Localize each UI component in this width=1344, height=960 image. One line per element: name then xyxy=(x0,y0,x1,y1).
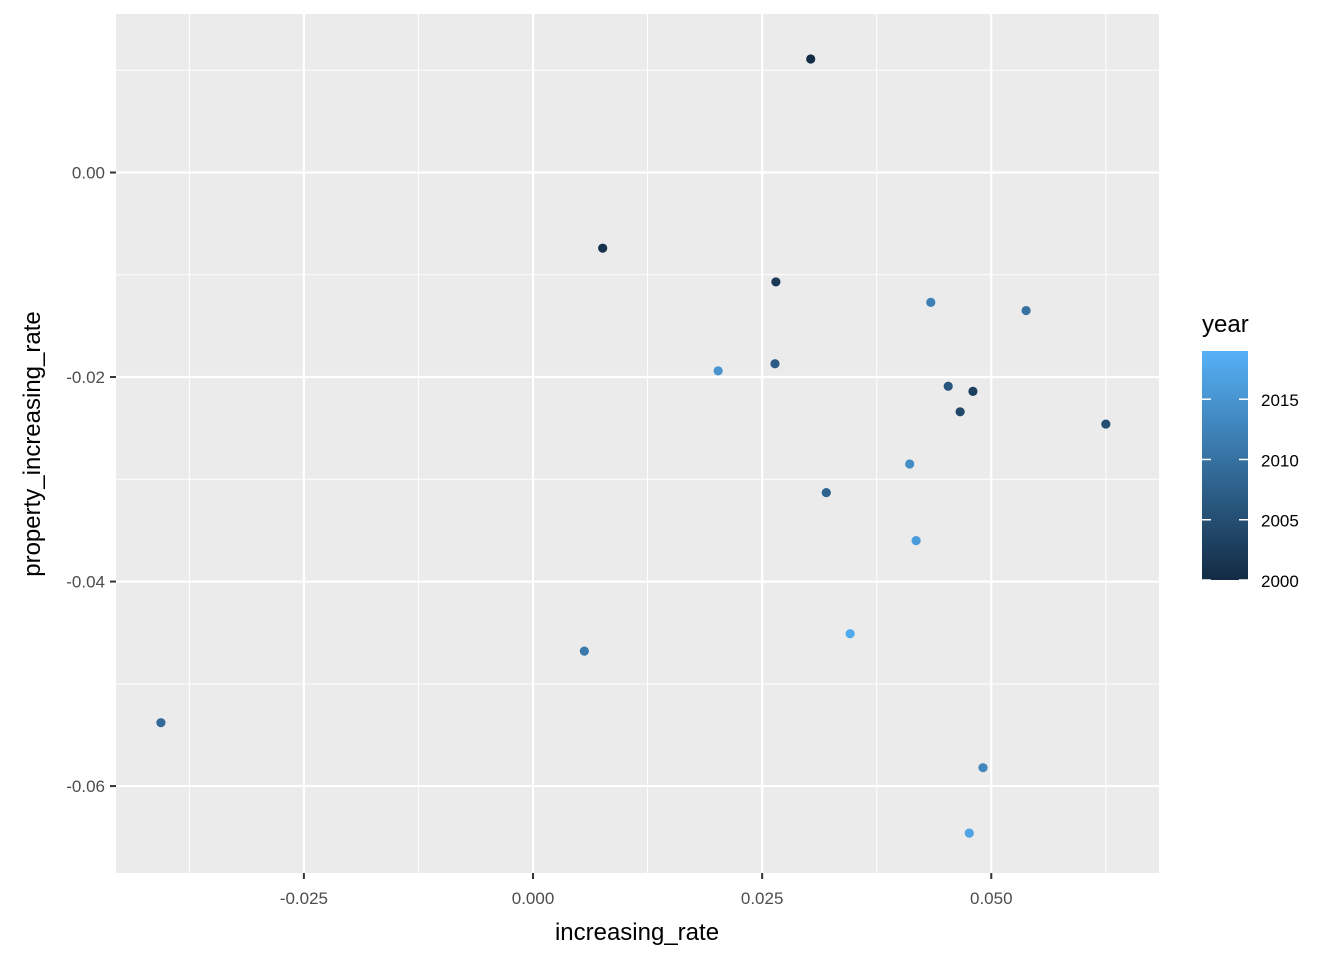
data-point xyxy=(1021,305,1031,316)
data-points xyxy=(156,54,1111,838)
data-point xyxy=(968,386,978,396)
legend-label: 2015 xyxy=(1261,391,1299,410)
data-point xyxy=(156,718,166,728)
legend-label: 2000 xyxy=(1261,572,1299,591)
data-point xyxy=(579,646,589,656)
y-tick-label: -0.02 xyxy=(66,368,105,387)
minor-gridlines xyxy=(116,14,1159,873)
x-axis-title: increasing_rate xyxy=(555,919,719,946)
data-point xyxy=(713,366,723,376)
y-axis: 0.00 -0.02 -0.04 -0.06 xyxy=(66,164,116,796)
data-point xyxy=(1101,419,1111,429)
legend-colorbar xyxy=(1202,351,1248,580)
data-point xyxy=(955,407,965,417)
data-point xyxy=(771,277,781,287)
data-point xyxy=(943,381,953,391)
legend-title: year xyxy=(1202,311,1249,338)
x-axis: -0.025 0.000 0.025 0.050 xyxy=(280,873,1013,908)
data-point xyxy=(806,54,816,64)
x-tick-label: 0.050 xyxy=(970,889,1013,908)
data-point xyxy=(926,297,936,307)
data-point xyxy=(978,763,988,773)
plot-panel xyxy=(116,14,1159,873)
color-legend: year 2015 2010 2005 2000 xyxy=(1202,311,1299,591)
data-point xyxy=(845,629,855,639)
x-tick-label: 0.025 xyxy=(741,889,784,908)
data-point xyxy=(770,359,780,369)
legend-label: 2005 xyxy=(1261,512,1299,531)
data-point xyxy=(964,828,974,838)
data-point xyxy=(598,243,608,253)
legend-ticks: 2015 2010 2005 2000 xyxy=(1202,391,1299,591)
x-tick-label: -0.025 xyxy=(280,889,328,908)
legend-label: 2010 xyxy=(1261,451,1299,470)
data-point xyxy=(911,536,921,546)
y-tick-label: -0.06 xyxy=(66,777,105,796)
data-point xyxy=(821,487,831,498)
y-tick-label: -0.04 xyxy=(66,573,105,592)
y-tick-label: 0.00 xyxy=(72,164,105,183)
y-axis-title: property_increasing_rate xyxy=(19,311,46,577)
major-gridlines xyxy=(116,14,1159,873)
x-tick-label: 0.000 xyxy=(512,889,555,908)
data-point xyxy=(905,459,915,469)
